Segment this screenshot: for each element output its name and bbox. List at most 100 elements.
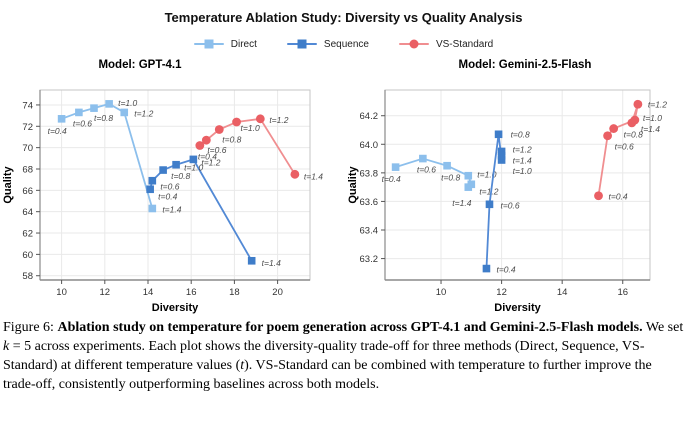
data-point-marker: [146, 185, 154, 194]
point-annotation: t=1.0: [643, 113, 662, 123]
data-point-marker: [75, 108, 83, 117]
x-tick-label: 12: [496, 287, 507, 298]
sequence-line-square-icon: [286, 38, 317, 50]
data-point-marker: [195, 141, 205, 150]
legend-item-sequence: Sequence: [286, 38, 369, 50]
x-axis-label: Diversity: [152, 302, 199, 314]
point-annotation: t=0.6: [160, 182, 179, 192]
series-vs-standard: t=0.4 t=0.6 t=0.8t=1.0 t=1.2 t=1.4: [594, 99, 667, 202]
data-point-marker: [497, 151, 506, 160]
point-annotation: t=1.2: [648, 99, 667, 109]
data-point-marker: [105, 100, 113, 108]
point-annotation: t=1.0: [477, 170, 496, 180]
vs-standard-line-circle-icon: [398, 38, 429, 50]
x-tick-label: 18: [229, 287, 240, 298]
y-tick-label: 72: [22, 122, 33, 133]
y-tick-label: 63.6: [360, 197, 379, 208]
point-annotation: t=1.4: [162, 204, 181, 214]
data-point-marker: [57, 115, 66, 123]
data-point-marker: [159, 166, 167, 174]
data-point-marker: [148, 176, 157, 185]
data-point-marker: [255, 114, 265, 124]
x-tick-label: 12: [100, 287, 111, 298]
plot-border: [384, 89, 651, 281]
data-point-marker: [497, 156, 506, 164]
data-point-marker: [247, 256, 256, 265]
caption-body-3: ). VS-Standard can be combined with temp…: [3, 358, 652, 392]
point-annotation: t=0.8: [171, 171, 190, 181]
y-tick-label: 58: [22, 271, 33, 282]
point-annotation: t=1.4: [641, 124, 660, 134]
direct-line-square-icon: [193, 38, 224, 50]
x-tick-label: 16: [186, 287, 197, 298]
point-annotation: t=1.4: [304, 171, 323, 181]
point-annotation: t=1.2: [201, 157, 220, 167]
point-annotation: t=0.6: [207, 145, 226, 155]
series-sequence: t=0.4t=0.6t=0.8t=1.0t=1.2t=1.4: [482, 129, 532, 275]
point-annotation: t=0.8: [624, 130, 643, 140]
point-annotation: t=1.0: [118, 98, 137, 108]
data-point-marker: [627, 118, 637, 128]
point-annotation: t=1.4: [513, 156, 532, 166]
caption-body-2: = 5 across experiments. Each plot shows …: [3, 339, 645, 373]
y-tick-label: 63.2: [360, 254, 379, 265]
y-tick-label: 60: [22, 250, 33, 261]
data-point-marker: [120, 108, 129, 117]
legend-label-sequence: Sequence: [323, 38, 369, 50]
data-point-marker: [494, 130, 503, 139]
data-point-marker: [464, 171, 473, 180]
data-point-marker: [391, 163, 400, 171]
data-point-marker: [497, 147, 506, 156]
caption-body-1: We set: [642, 320, 684, 335]
x-tick-label: 14: [557, 287, 568, 298]
data-point-marker: [189, 155, 198, 164]
data-point-marker: [482, 264, 491, 273]
point-annotation: t=0.4: [48, 126, 67, 136]
y-tick-label: 64: [22, 207, 33, 218]
point-annotation: t=0.8: [511, 129, 530, 139]
point-annotation: t=0.4: [382, 174, 401, 184]
y-tick-label: 70: [22, 143, 33, 154]
x-tick-label: 10: [56, 287, 67, 298]
point-annotation: t=0.4: [158, 191, 177, 201]
point-annotation: t=1.0: [184, 163, 203, 173]
data-point-marker: [633, 99, 643, 109]
point-annotation: t=0.4: [609, 192, 628, 202]
data-point-marker: [464, 183, 473, 191]
y-tick-label: 64.0: [360, 140, 379, 151]
legend-item-direct: Direct: [193, 38, 257, 50]
figure-caption: Figure 6: Ablation study on temperature …: [3, 318, 684, 394]
series-direct: t=0.4t=0.6t=0.8t=1.0t=1.2t=1.4: [48, 98, 182, 215]
x-tick-label: 16: [617, 287, 628, 298]
y-tick-label: 62: [22, 229, 33, 240]
subplot-title-gpt-4-1: Model: GPT-4.1: [98, 59, 182, 71]
x-tick-label: 14: [143, 287, 154, 298]
y-axis-label: Quality: [2, 165, 14, 203]
data-point-marker: [232, 117, 241, 127]
data-point-marker: [609, 124, 619, 133]
data-point-marker: [443, 161, 451, 170]
legend-label-direct: Direct: [230, 38, 257, 50]
legend-label-vs-standard: VS-Standard: [435, 38, 494, 50]
y-tick-label: 64.2: [360, 111, 379, 122]
point-annotation: t=1.4: [452, 198, 471, 208]
point-annotation: t=0.8: [441, 173, 460, 183]
point-annotation: t=0.4: [198, 152, 217, 162]
point-annotation: t=0.4: [496, 265, 515, 275]
point-annotation: t=1.2: [479, 186, 498, 196]
chart-title: Temperature Ablation Study: Diversity vs…: [164, 10, 523, 25]
point-annotation: t=1.4: [262, 258, 281, 268]
y-tick-label: 66: [22, 186, 33, 197]
data-point-marker: [172, 160, 180, 169]
series-sequence: t=0.4t=0.6t=0.8t=1.0t=1.2t=1.4: [146, 155, 281, 268]
data-point-marker: [419, 154, 427, 163]
point-annotation: t=0.6: [73, 118, 92, 128]
data-point-marker: [90, 104, 98, 112]
subplot-title-gemini-2-5-flash: Model: Gemini-2.5-Flash: [458, 59, 592, 71]
data-point-marker: [214, 125, 224, 134]
data-point-marker: [485, 200, 494, 209]
y-axis-label: Quality: [347, 165, 359, 203]
point-annotation: t=0.6: [500, 200, 519, 210]
